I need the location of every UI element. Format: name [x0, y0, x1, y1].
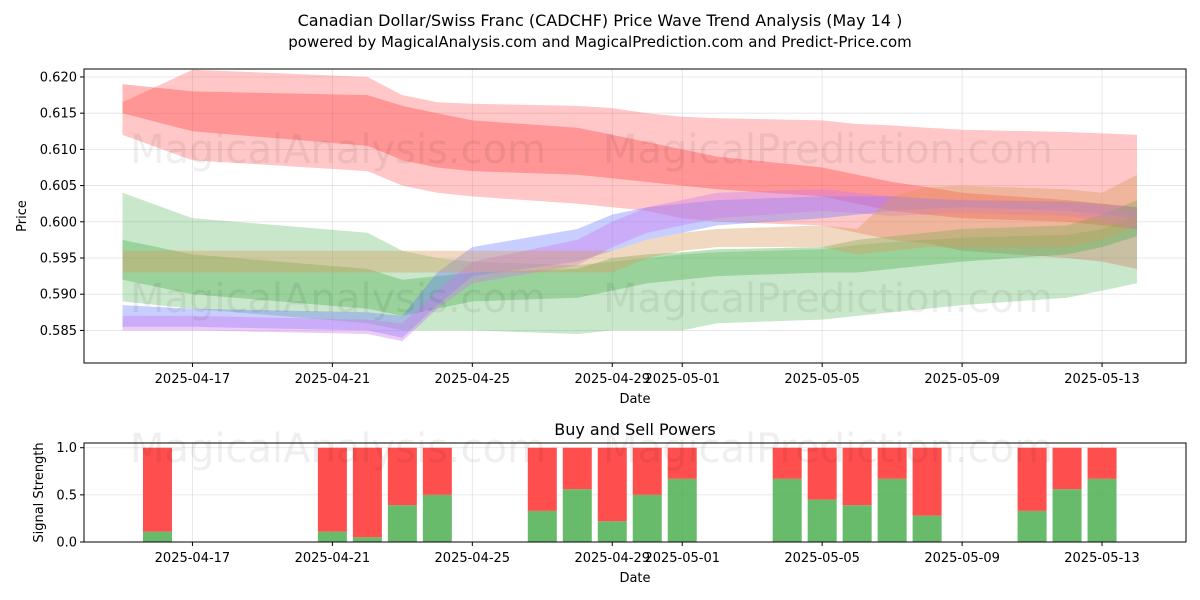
band-blue-core — [122, 196, 1137, 338]
buy-bar — [387, 505, 417, 542]
y-tick-label: 0.0 — [56, 536, 77, 551]
sell-bar — [352, 447, 382, 538]
x-axis-label: Date — [619, 392, 650, 407]
x-tick-label: 2025-05-05 — [784, 551, 860, 566]
watermark-right: MagicalPrediction.com — [603, 127, 1053, 173]
watermark-left: MagicalAnalysis.com — [130, 426, 546, 472]
y-tick-label: 0.605 — [40, 179, 77, 194]
sell-bar — [562, 447, 592, 490]
buy-bar — [1017, 510, 1047, 542]
x-tick-label: 2025-04-29 — [574, 372, 650, 387]
x-tick-label: 2025-04-25 — [435, 551, 511, 566]
buy-bar — [842, 505, 872, 542]
watermark-left: MagicalAnalysis.com — [130, 127, 546, 173]
sell-bar — [1052, 447, 1082, 490]
y-tick-label: 0.615 — [40, 107, 77, 122]
y-axis-label: Price — [15, 200, 30, 232]
sell-bar — [772, 447, 802, 479]
price-wave-panel: 0.585 0.590 0.595 0.600 0.605 0.610 0.615 0.620… — [15, 68, 1187, 407]
buy-bar — [422, 494, 452, 542]
plot-frame — [83, 68, 1187, 364]
sell-bar — [877, 447, 907, 479]
y-tick-label: 0.610 — [40, 143, 77, 158]
buy-bar — [807, 499, 837, 542]
buy-bar — [142, 531, 172, 542]
plot-frame — [83, 442, 1187, 543]
buy-bar — [352, 537, 382, 542]
x-tick-label: 2025-04-29 — [574, 551, 650, 566]
x-tick-label: 2025-05-01 — [644, 372, 720, 387]
sell-bar — [912, 447, 942, 516]
band-green-core — [122, 200, 1137, 316]
y-tick-label: 0.600 — [40, 215, 77, 230]
sell-bar — [807, 447, 837, 500]
buy-bar — [772, 478, 802, 542]
sell-bar — [632, 447, 662, 495]
sell-bar — [527, 447, 557, 511]
x-tick-label: 2025-04-25 — [435, 372, 511, 387]
sell-bar — [142, 447, 172, 532]
y-tick-label: 0.595 — [40, 252, 77, 267]
y-tick-label: 0.5 — [56, 488, 77, 503]
x-tick-label: 2025-05-05 — [784, 372, 860, 387]
x-tick-label: 2025-05-13 — [1064, 551, 1140, 566]
band-purple-core — [122, 189, 1137, 342]
chart-title: Canadian Dollar/Swiss Franc (CADCHF) Pri… — [298, 11, 903, 30]
y-tick-label: 0.585 — [40, 324, 77, 339]
buy-bar — [562, 489, 592, 542]
watermark-right: MagicalPrediction.com — [603, 276, 1053, 322]
band-green-wide — [122, 192, 1137, 334]
y-tick-label: 0.620 — [40, 70, 77, 85]
buy-bar — [632, 494, 662, 542]
sell-bar — [317, 447, 347, 532]
buy-bar — [912, 515, 942, 542]
buy-sell-panel: 0.0 0.5 1.0 2025-04-17 2025-04-21 2025-04-25 2… — [32, 420, 1187, 586]
buy-bar — [527, 510, 557, 542]
band-red-upper — [122, 69, 1137, 269]
watermark-left: MagicalAnalysis.com — [130, 276, 546, 322]
sell-bar — [667, 447, 697, 479]
y-axis-label: Signal Strength — [32, 442, 47, 542]
y-tick-label: 1.0 — [56, 441, 77, 456]
x-axis-label: Date — [619, 571, 650, 586]
panel-title: Buy and Sell Powers — [554, 420, 716, 439]
buy-bar — [667, 478, 697, 542]
x-tick-label: 2025-05-01 — [644, 551, 720, 566]
x-tick-label: 2025-05-09 — [924, 551, 1000, 566]
y-tick-label: 0.590 — [40, 288, 77, 303]
x-tick-label: 2025-05-13 — [1064, 372, 1140, 387]
buy-bar — [597, 521, 627, 542]
x-tick-label: 2025-04-21 — [295, 551, 371, 566]
sell-bar — [387, 447, 417, 506]
watermark-right: MagicalPrediction.com — [603, 426, 1053, 472]
sell-bar — [1087, 447, 1117, 479]
chart-subtitle: powered by MagicalAnalysis.com and Magic… — [288, 33, 912, 51]
sell-bar — [1017, 447, 1047, 511]
x-tick-label: 2025-04-21 — [295, 372, 371, 387]
sell-bar — [422, 447, 452, 495]
x-tick-label: 2025-04-17 — [155, 372, 231, 387]
x-tick-label: 2025-04-17 — [155, 551, 231, 566]
sell-bar — [597, 447, 627, 522]
buy-bar — [1087, 478, 1117, 542]
buy-bar — [877, 478, 907, 542]
sell-bar — [842, 447, 872, 506]
buy-bar — [1052, 489, 1082, 542]
buy-bar — [317, 531, 347, 542]
band-red-core — [122, 84, 1137, 229]
x-tick-label: 2025-05-09 — [924, 372, 1000, 387]
band-orange-core — [122, 174, 1137, 273]
